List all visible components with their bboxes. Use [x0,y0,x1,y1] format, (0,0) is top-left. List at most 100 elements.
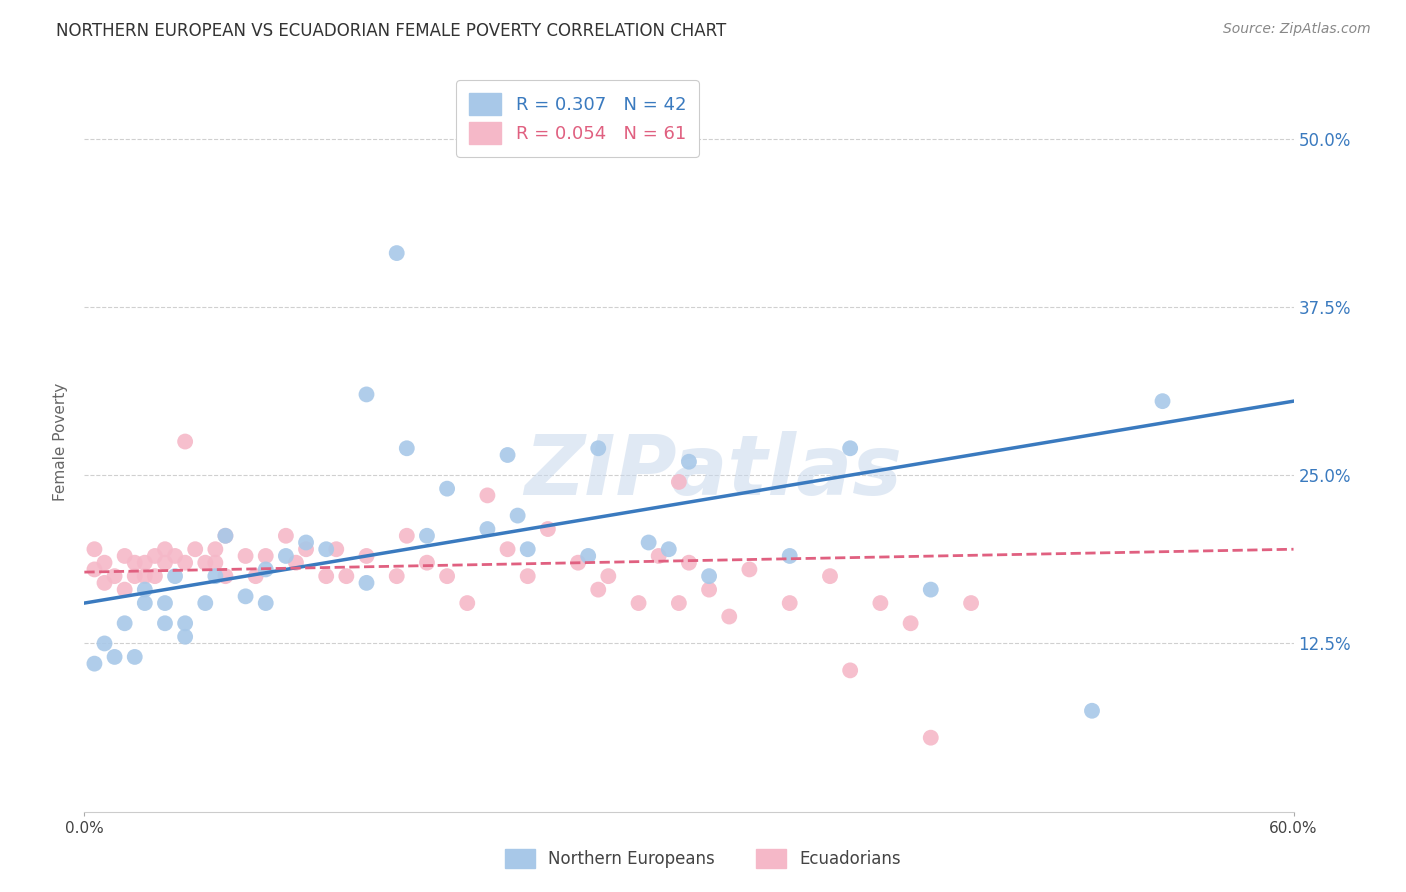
Point [174,630,197,644]
Point [184,542,207,557]
Point [165,549,187,563]
Point [658,542,681,557]
Point [124,556,146,570]
Point [204,556,226,570]
Point [174,434,197,449]
Point [818,569,841,583]
Point [648,549,671,563]
Point [477,522,499,536]
Point [697,582,720,597]
Point [537,522,560,536]
Text: NORTHERN EUROPEAN VS ECUADORIAN FEMALE POVERTY CORRELATION CHART: NORTHERN EUROPEAN VS ECUADORIAN FEMALE P… [56,22,727,40]
Point [174,616,197,631]
Point [214,569,236,583]
Point [134,582,156,597]
Point [93,556,115,570]
Point [385,569,408,583]
Point [245,569,267,583]
Point [395,442,418,456]
Point [214,529,236,543]
Point [295,542,318,557]
Point [315,569,337,583]
Point [285,556,308,570]
Point [738,562,761,576]
Point [627,596,650,610]
Point [83,657,105,671]
Point [477,488,499,502]
Point [588,582,610,597]
Point [598,569,620,583]
Point [516,542,538,557]
Point [436,569,458,583]
Point [93,636,115,650]
Point [697,569,720,583]
Point [174,556,197,570]
Point [143,569,166,583]
Point [204,569,226,583]
Point [153,616,176,631]
Y-axis label: Female Poverty: Female Poverty [53,383,69,500]
Point [496,542,519,557]
Point [153,596,176,610]
Point [920,731,942,745]
Point [194,556,217,570]
Point [325,542,347,557]
Point [153,556,176,570]
Point [576,549,599,563]
Point [385,246,408,260]
Point [356,387,378,401]
Point [143,549,166,563]
Point [1152,394,1174,409]
Point [274,529,297,543]
Point [869,596,891,610]
Point [779,596,801,610]
Point [124,649,146,664]
Point [456,596,478,610]
Point [93,575,115,590]
Point [900,616,922,631]
Point [134,569,156,583]
Text: Source: ZipAtlas.com: Source: ZipAtlas.com [1223,22,1371,37]
Point [165,569,187,583]
Text: ZIPatlas: ZIPatlas [524,431,903,512]
Point [1081,704,1104,718]
Point [506,508,529,523]
Point [235,590,257,604]
Point [83,542,105,557]
Point [214,529,236,543]
Legend: Northern Europeans, Ecuadorians: Northern Europeans, Ecuadorians [498,843,908,875]
Point [114,582,136,597]
Point [637,535,659,549]
Point [254,562,277,576]
Point [254,596,277,610]
Point [254,549,277,563]
Point [668,596,690,610]
Point [668,475,690,489]
Point [153,542,176,557]
Point [678,455,700,469]
Point [83,562,105,576]
Point [839,664,862,678]
Point [204,542,226,557]
Point [567,556,589,570]
Point [588,442,610,456]
Point [920,582,942,597]
Point [416,556,439,570]
Legend: R = 0.307   N = 42, R = 0.054   N = 61: R = 0.307 N = 42, R = 0.054 N = 61 [456,80,699,157]
Point [235,549,257,563]
Point [134,596,156,610]
Point [274,549,297,563]
Point [114,549,136,563]
Point [356,549,378,563]
Point [516,569,538,583]
Point [678,556,700,570]
Point [114,616,136,631]
Point [315,542,337,557]
Point [395,529,418,543]
Point [356,575,378,590]
Point [104,649,127,664]
Point [124,569,146,583]
Point [839,442,862,456]
Point [960,596,983,610]
Point [416,529,439,543]
